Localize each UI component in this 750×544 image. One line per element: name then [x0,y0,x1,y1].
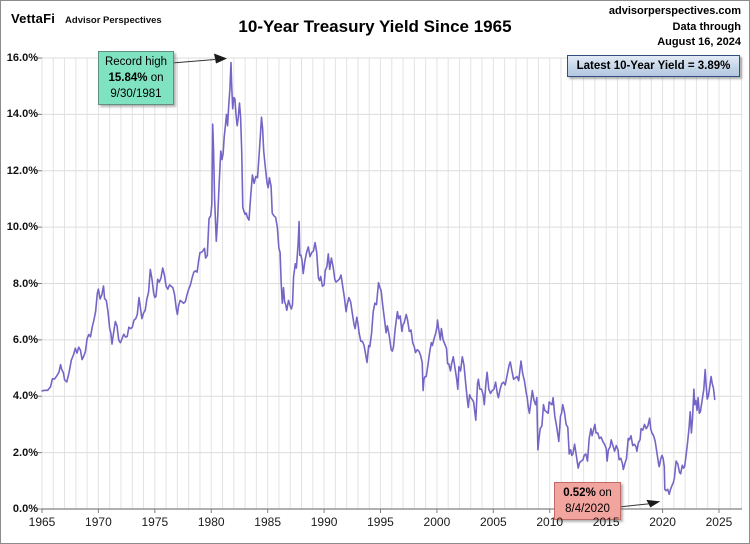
yield-line [41,61,716,496]
data-through-label: Data through [672,20,741,33]
x-tick-label: 1965 [28,515,56,529]
x-tick-label: 1995 [367,515,394,529]
x-tick-label: 1985 [254,515,281,529]
y-tick-label: 16.0% [6,52,38,64]
brand-subtitle: Advisor Perspectives [65,15,162,26]
brand: VettaFi Advisor Perspectives [11,10,162,28]
record-high-value: 15.84% [108,72,148,84]
record-low-arrowhead [646,499,661,508]
y-tick-label: 14.0% [6,108,38,121]
latest-yield-badge: Latest 10-Year Yield = 3.89% [567,55,740,77]
record-high-line1: Record high [104,56,167,68]
x-tick-label: 2000 [423,515,451,529]
x-tick-label: 2010 [536,515,564,529]
y-tick-label: 0.0% [12,503,38,515]
y-tick-label: 8.0% [12,277,38,290]
record-low-date: 8/4/2020 [565,503,610,515]
data-through-date: August 16, 2024 [657,36,741,48]
record-high-arrowhead [213,53,227,64]
record-high-line2: 15.84% on [99,70,173,86]
vettafi-logo: VettaFi [11,11,56,26]
record-low-conj: on [599,487,612,499]
x-tick-label: 1970 [85,515,112,529]
x-tick-label: 1990 [310,515,338,529]
record-high-conj: on [150,72,164,84]
source-block: advisorperspectives.com Data through Aug… [609,4,741,51]
record-low-annotation: 0.52% on 8/4/2020 [554,482,621,520]
record-high-arrow-line [171,59,216,64]
y-tick-label: 10.0% [6,221,38,234]
source-url: advisorperspectives.com [608,5,741,17]
y-tick-label: 12.0% [6,164,38,177]
y-tick-label: 4.0% [12,390,38,403]
x-tick-label: 2020 [649,515,676,529]
record-high-date: 9/30/1981 [110,88,162,100]
x-tick-label: 2015 [592,515,620,529]
record-high-annotation: Record high 15.84% on 9/30/1981 [98,51,174,105]
x-tick-label: 2005 [479,515,507,529]
y-tick-label: 2.0% [12,446,38,459]
x-tick-label: 1975 [141,515,169,529]
record-low-value: 0.52% [563,487,596,499]
page-title: 10-Year Treasury Yield Since 1965 [238,17,512,36]
record-low-line1: 0.52% on [555,485,620,501]
y-tick-label: 6.0% [12,333,38,346]
x-tick-label: 1980 [197,515,225,529]
x-tick-label: 2025 [705,515,733,529]
record-low-arrow-line [618,503,649,508]
